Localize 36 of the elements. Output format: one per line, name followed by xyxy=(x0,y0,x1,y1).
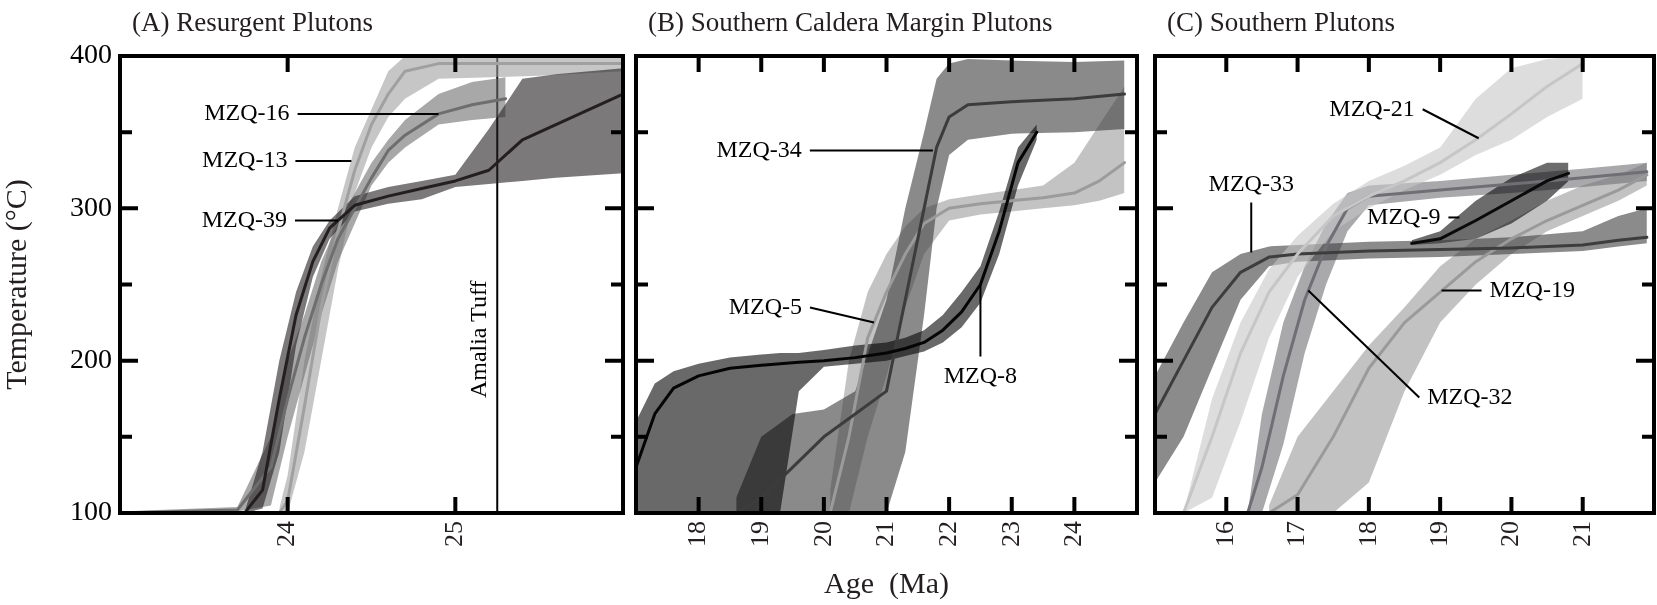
x-tick-label: 22 xyxy=(932,521,962,547)
y-tick-label: 100 xyxy=(70,495,112,527)
annotation: MZQ-5 xyxy=(728,292,802,319)
x-tick-label: 23 xyxy=(995,521,1025,547)
y-tick-label: 200 xyxy=(70,343,112,375)
chart-title: (B) Southern Caldera Margin Plutons xyxy=(648,7,1053,38)
x-tick-label: 25 xyxy=(439,521,469,547)
x-tick-label: 18 xyxy=(1352,521,1382,547)
annotation: MZQ-32 xyxy=(1427,382,1513,409)
x-tick-label: 16 xyxy=(1210,521,1240,547)
x-tick-label: 24 xyxy=(1058,521,1088,547)
x-axis-title: Age (Ma) xyxy=(824,565,949,600)
annotation: MZQ-8 xyxy=(943,361,1018,388)
x-tick-label: 21 xyxy=(1566,521,1596,547)
x-tick-label: 20 xyxy=(1495,521,1525,547)
chart-title: (C) Southern Plutons xyxy=(1167,7,1396,38)
annotation: MZQ-21 xyxy=(1329,94,1415,121)
y-tick-label: 300 xyxy=(70,190,112,222)
annotation: MZQ-9 xyxy=(1367,202,1441,229)
x-tick-label: 19 xyxy=(1423,521,1453,547)
annotation: MZQ-34 xyxy=(716,135,802,162)
x-tick-label: 17 xyxy=(1281,521,1311,547)
chart-title: (A) Resurgent Plutons xyxy=(132,7,373,38)
x-tick-label: 24 xyxy=(271,521,301,547)
y-tick-label: 400 xyxy=(70,38,112,70)
annotation: MZQ-19 xyxy=(1489,275,1575,302)
x-tick-label: 18 xyxy=(682,521,712,547)
x-tick-label: 21 xyxy=(870,521,900,547)
annotation: MZQ-33 xyxy=(1208,169,1294,196)
x-tick-label: 19 xyxy=(745,521,775,547)
x-tick-label: 20 xyxy=(807,521,837,547)
annotation: MZQ-13 xyxy=(202,146,288,173)
annotation: MZQ-39 xyxy=(201,205,287,232)
y-axis-title: Temperature (°C) xyxy=(0,179,33,390)
ref-line-label: Amalia Tuff xyxy=(464,280,491,399)
annotation: MZQ-16 xyxy=(204,99,290,126)
